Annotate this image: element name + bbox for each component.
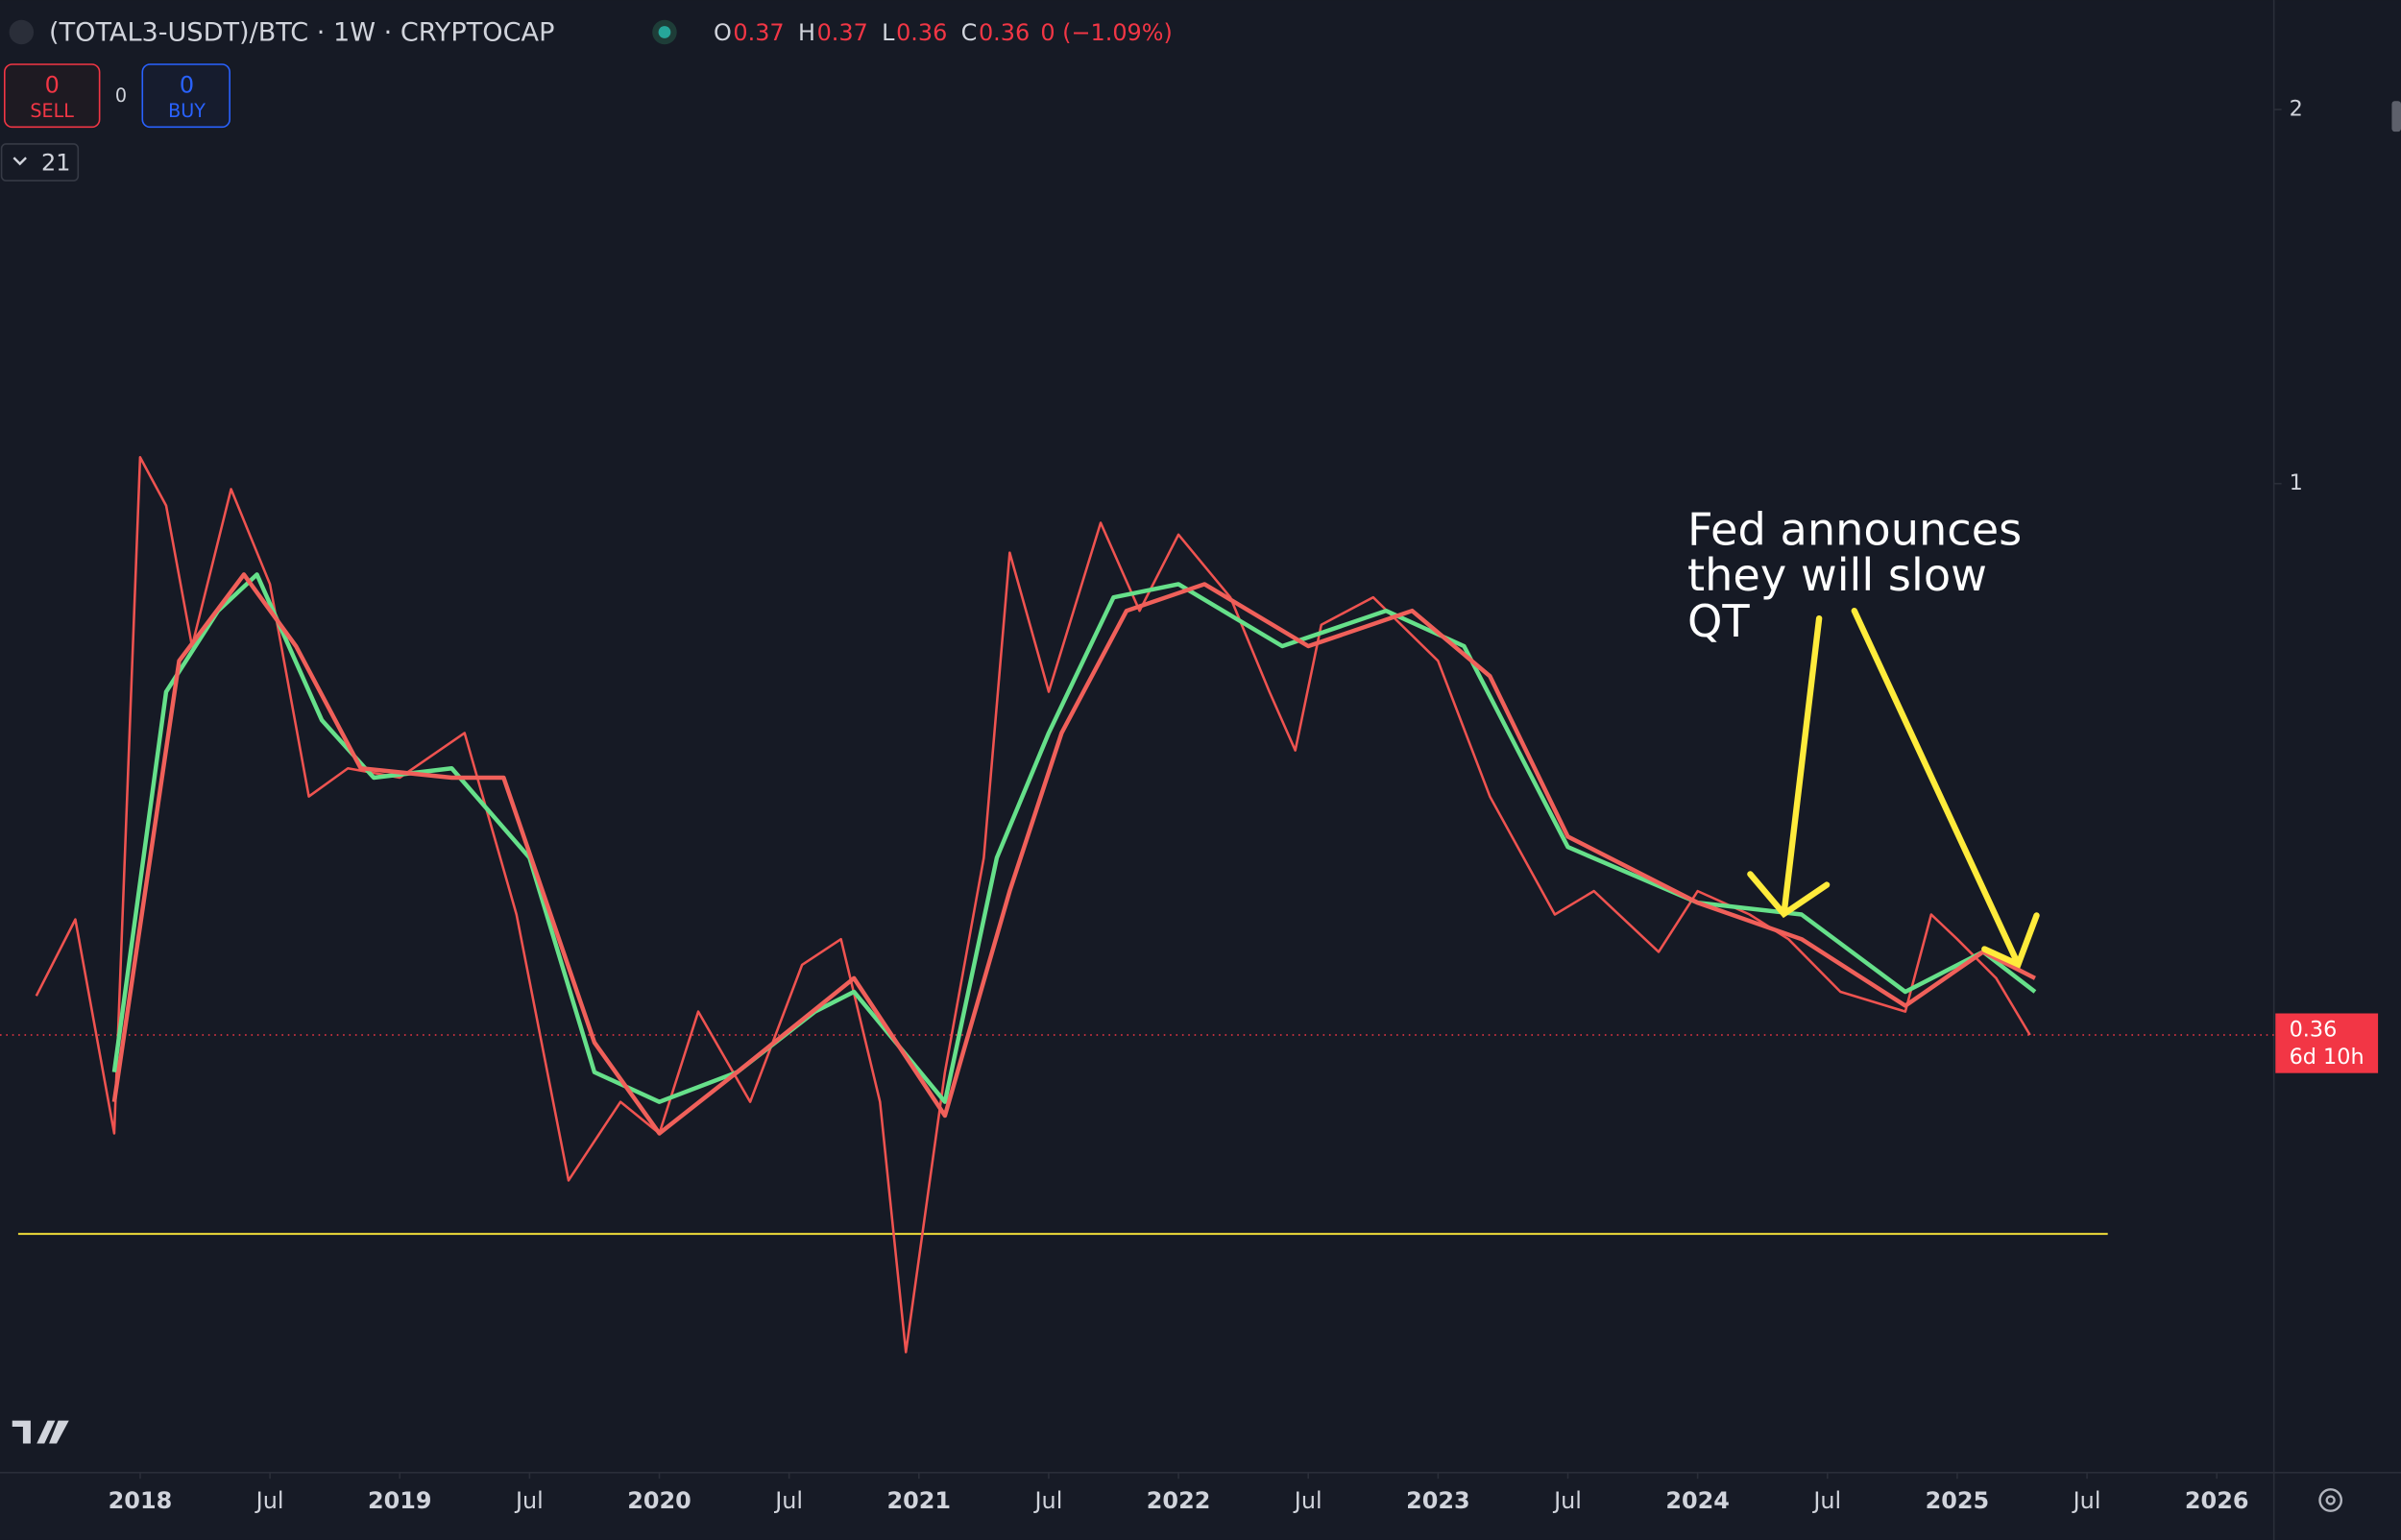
arrow — [1747, 614, 1831, 919]
x-tick-label: 2019 — [368, 1487, 432, 1514]
badge-countdown: 6d 10h — [2290, 1045, 2365, 1070]
annotation: QT — [1687, 595, 1750, 647]
ohlc-label: C — [961, 19, 978, 46]
annotation: Fed announces — [1687, 503, 2022, 555]
series-line — [111, 572, 2036, 1136]
sell-label: SELL — [30, 100, 74, 122]
badge-price: 0.36 — [2290, 1018, 2338, 1043]
logo — [12, 1420, 69, 1444]
annotation: they will slow — [1687, 549, 1987, 601]
annotation-arrows — [1747, 607, 2040, 969]
series-line — [35, 455, 2031, 1354]
ohlc-value: 0.36 — [979, 19, 1030, 46]
x-tick-label: Jul — [514, 1487, 544, 1514]
ohlc-label: L — [882, 19, 895, 46]
x-tick-label: 2026 — [2185, 1487, 2249, 1514]
y-tick-label: 1 — [2290, 470, 2303, 495]
x-tick-label: Jul — [773, 1487, 803, 1514]
ohlc-value: 0.37 — [733, 19, 784, 46]
x-tick-label: Jul — [1552, 1487, 1582, 1514]
time-axis-bg — [0, 1472, 2401, 1540]
buy-label: BUY — [168, 100, 206, 122]
spread: 0 — [115, 84, 127, 107]
buy-price: 0 — [180, 71, 194, 98]
x-tick-label: Jul — [1033, 1487, 1063, 1514]
symbol-icon — [9, 19, 35, 45]
x-tick-label: 2018 — [109, 1487, 173, 1514]
arrow — [1851, 607, 2040, 969]
x-tick-label: Jul — [255, 1487, 284, 1514]
x-tick-label: Jul — [1293, 1487, 1322, 1514]
ohlc-label: O — [714, 19, 732, 46]
sell-button[interactable] — [3, 63, 101, 129]
ohlc-label: H — [798, 19, 815, 46]
settings-icon — [2325, 1495, 2336, 1505]
ohlc-value: 0.37 — [817, 19, 868, 46]
change: 0 (−1.09%) — [1040, 19, 1172, 46]
x-tick-label: Jul — [1811, 1487, 1841, 1514]
indicator-toggle[interactable] — [0, 143, 80, 181]
settings-icon[interactable] — [2318, 1488, 2343, 1512]
scrollbar — [2391, 101, 2401, 132]
series-line — [111, 572, 2037, 1104]
x-tick-label: 2024 — [1665, 1487, 1730, 1514]
status-dot — [658, 26, 671, 38]
plot: 1 2 2018 Jul 2019 Jul 2020 Jul 2021 Jul 2022 Jul 202… — [0, 97, 2303, 1514]
x-tick-label: 2025 — [1926, 1487, 1990, 1514]
buy-button[interactable] — [141, 63, 230, 129]
symbol: (TOTAL3-USDT)/BTC · 1W · CRYPTOCAP — [49, 18, 554, 48]
indicator-count: 21 — [41, 150, 70, 177]
x-tick-label: 2020 — [627, 1487, 691, 1514]
price-badge — [2275, 1013, 2379, 1073]
x-tick-label: Jul — [2072, 1487, 2101, 1514]
x-tick-label: 2023 — [1406, 1487, 1470, 1514]
chevron — [12, 156, 27, 166]
ohlc-value: 0.36 — [896, 19, 947, 46]
y-tick-label: 2 — [2290, 97, 2303, 122]
ohlc: O 0.37 H 0.37 L 0.36 C 0.36 0 (−1.09%) — [714, 19, 1173, 46]
sell-price: 0 — [45, 71, 60, 98]
x-tick-label: 2021 — [887, 1487, 952, 1514]
x-tick-label: 2022 — [1147, 1487, 1211, 1514]
